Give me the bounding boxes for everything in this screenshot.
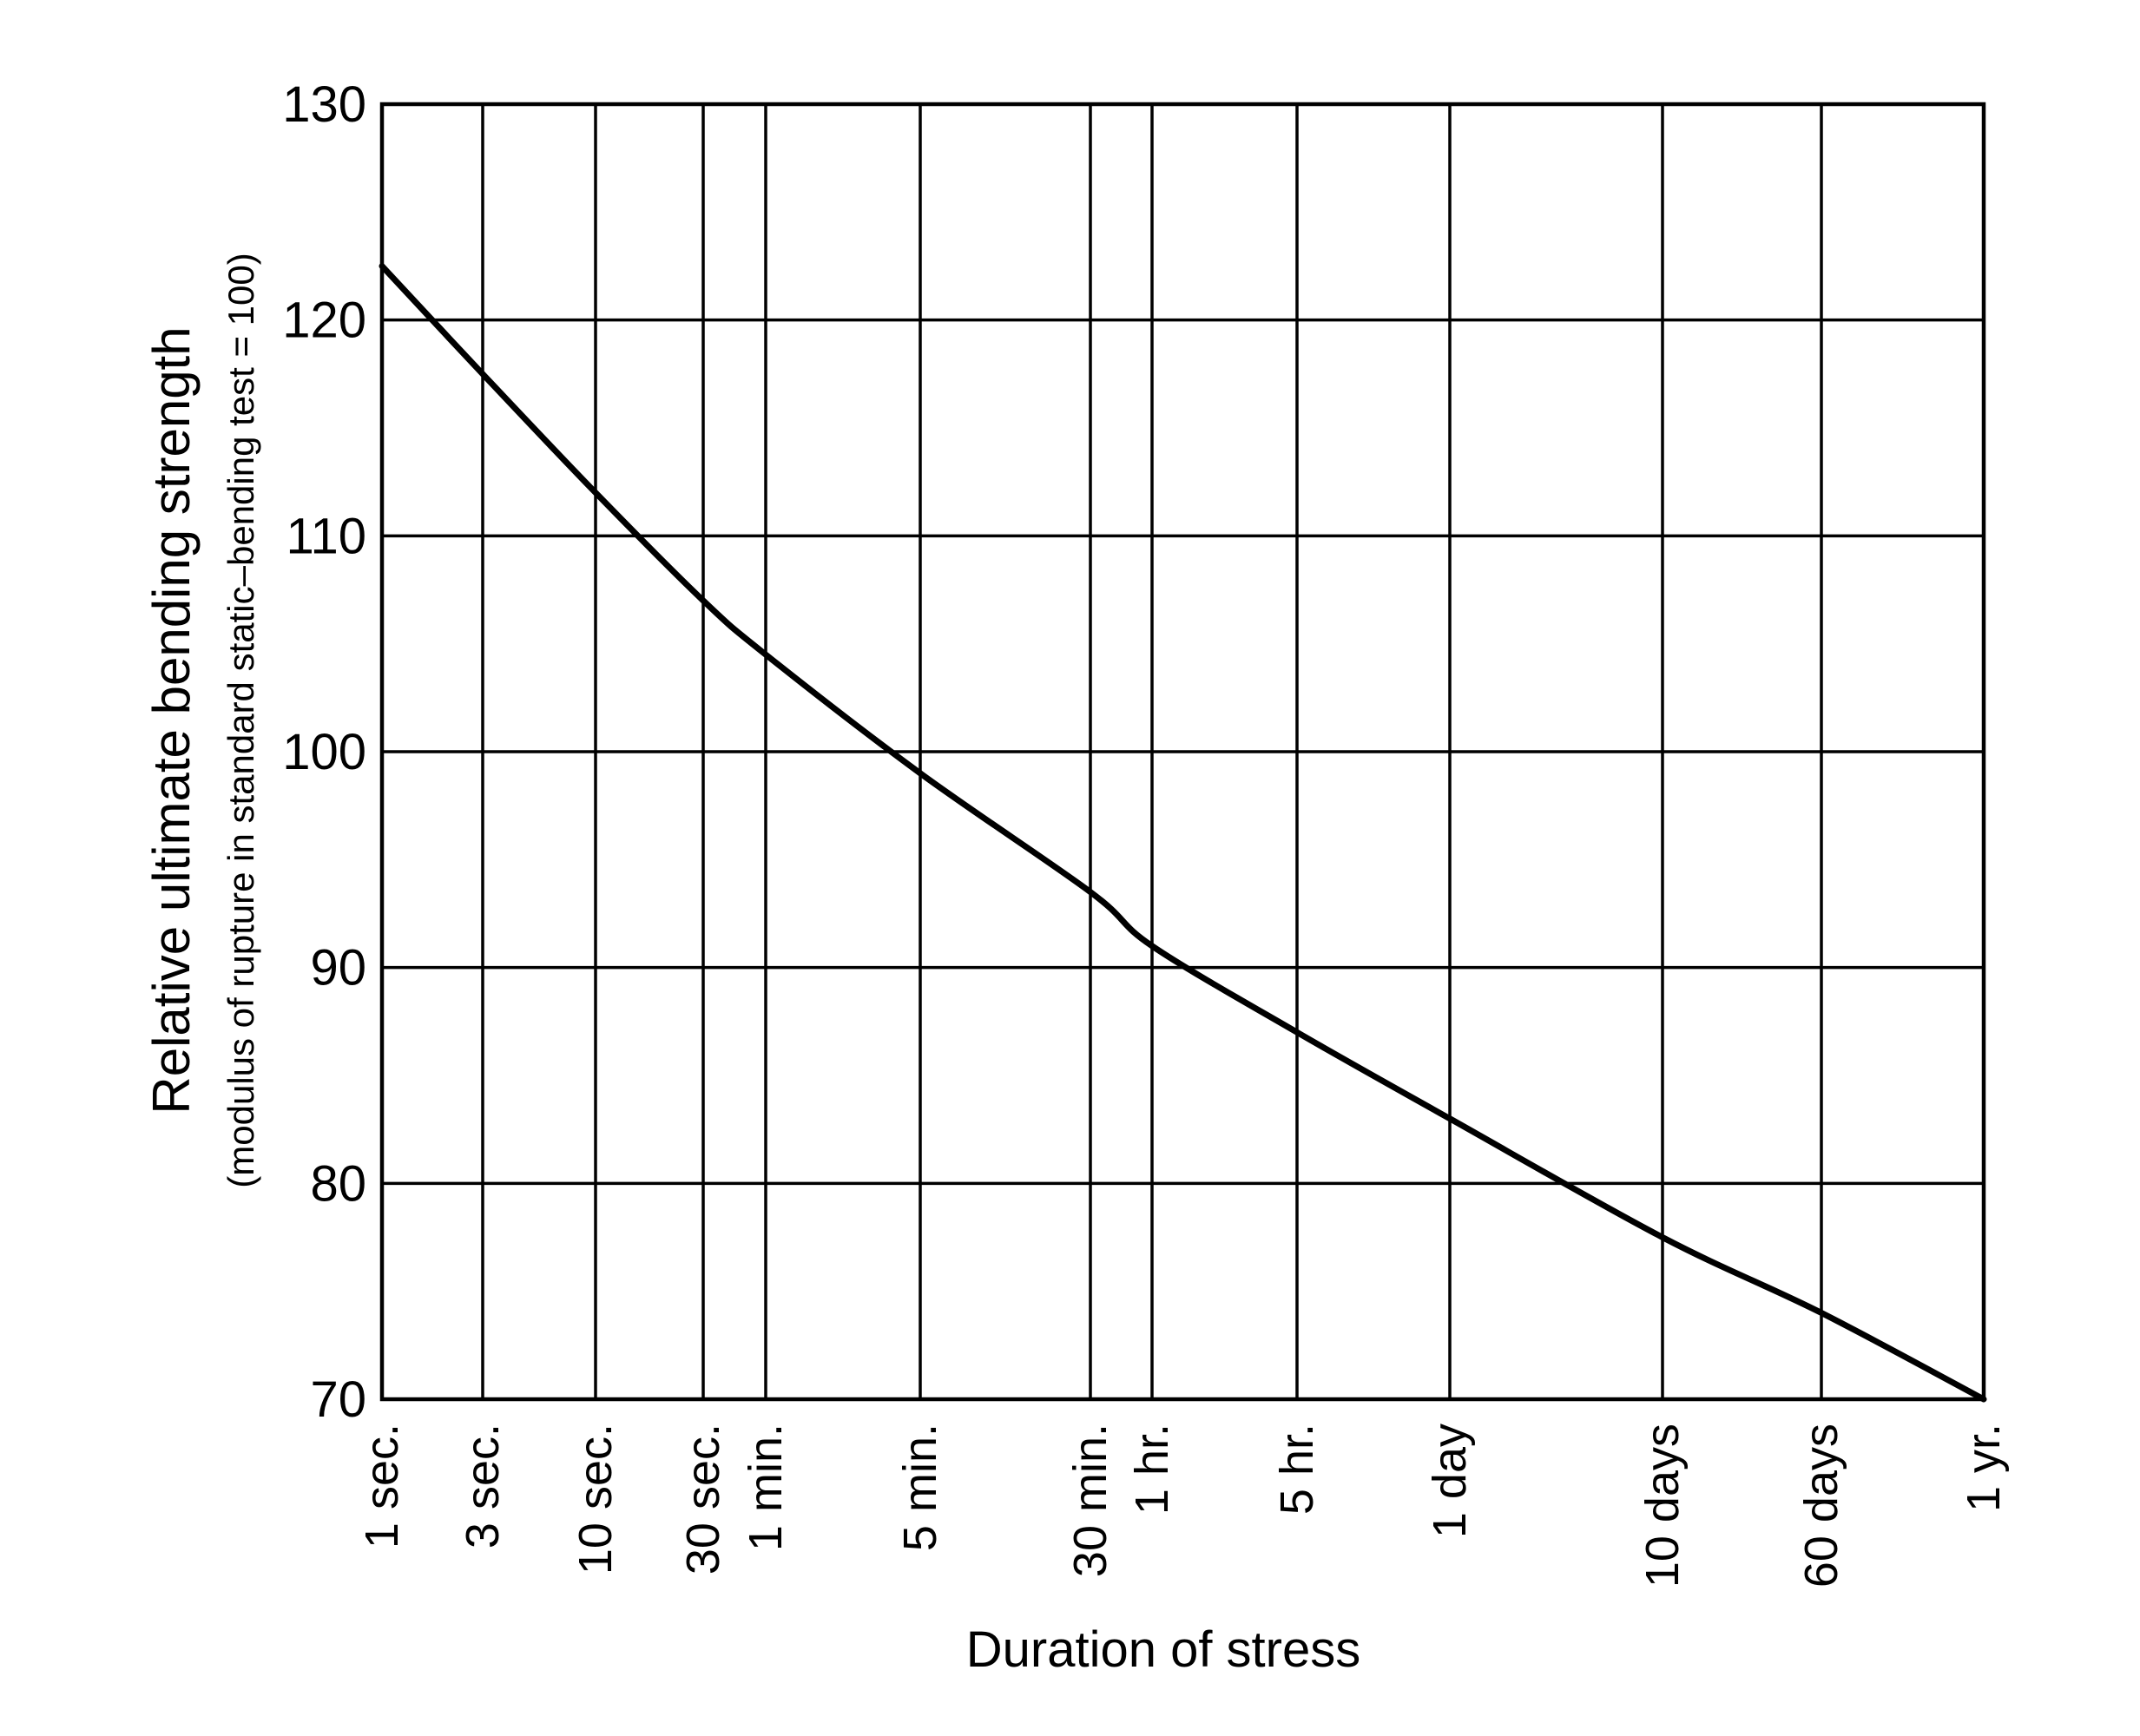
y-axis-title: Relative ultimate bending strength	[142, 326, 201, 1114]
y-axis-subtitle: (modulus of rupture in standard static–b…	[221, 253, 261, 1187]
x-tick-label: 1 day	[1424, 1424, 1476, 1538]
y-tick-label: 130	[282, 76, 366, 133]
y-tick-label: 120	[282, 293, 366, 349]
y-tick-label: 70	[310, 1371, 366, 1428]
strength-curve	[379, 263, 1987, 1403]
x-tick-label: 5 hr.	[1271, 1424, 1323, 1515]
x-tick-label: 3 sec.	[457, 1424, 509, 1549]
y-tick-label: 80	[310, 1155, 366, 1212]
y-tick-label: 90	[310, 940, 366, 996]
x-axis-title: Duration of stress	[966, 1621, 1361, 1678]
x-tick-label: 10 days	[1636, 1424, 1689, 1588]
x-tick-label: 30 sec.	[677, 1424, 729, 1575]
x-tick-label: 1 min.	[740, 1424, 792, 1551]
x-tick-label: 1 hr.	[1126, 1424, 1178, 1515]
y-tick-labels: 70 80 90 100 110 120 130	[282, 76, 366, 1428]
x-tick-label: 30 min.	[1064, 1424, 1116, 1577]
x-tick-labels: 1 sec. 3 sec. 10 sec. 30 sec. 1 min. 5 min. 30…	[356, 1424, 2010, 1588]
x-tick-label: 5 min.	[894, 1424, 946, 1551]
y-tick-label: 100	[282, 724, 366, 780]
y-tick-label: 110	[286, 508, 366, 564]
x-tick-label: 10 sec.	[570, 1424, 622, 1575]
curve-layer	[379, 263, 1987, 1403]
plot-frame	[379, 102, 1986, 1402]
x-tick-label: 60 days	[1795, 1424, 1847, 1588]
grid-layer	[379, 102, 1986, 1402]
x-tick-label: 1 yr.	[1958, 1424, 2010, 1512]
x-tick-label: 1 sec.	[356, 1424, 408, 1549]
